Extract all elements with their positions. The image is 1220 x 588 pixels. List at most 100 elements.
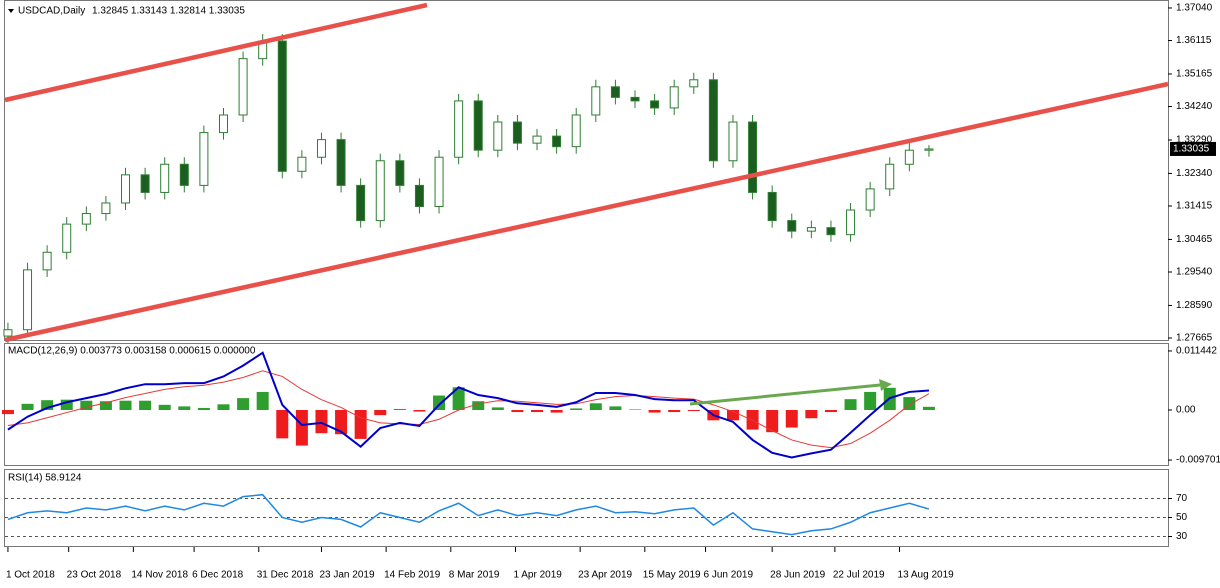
y-tick-label: 1.36115: [1176, 35, 1212, 46]
candle-body: [924, 148, 934, 151]
y-tick-label: 1.29540: [1176, 267, 1213, 278]
candle-body: [473, 100, 483, 151]
histogram-bar: [824, 409, 837, 413]
histogram-bar: [511, 409, 524, 413]
candle-body: [414, 184, 424, 208]
histogram-bar: [570, 408, 583, 410]
candle-body: [121, 174, 131, 204]
candle-body: [552, 135, 562, 148]
histogram-bar: [922, 406, 935, 410]
x-tick-label: 22 Jul 2019: [833, 570, 885, 581]
histogram-bar: [413, 409, 426, 412]
candle-body: [454, 100, 464, 158]
candle-body: [218, 114, 228, 134]
histogram-bar: [609, 406, 622, 410]
x-tick-label: 13 Aug 2019: [898, 570, 955, 581]
rsi-line: [7, 493, 930, 536]
trend-line: [4, 81, 1169, 343]
candle-body: [571, 114, 581, 148]
candle-body: [708, 79, 718, 162]
histogram-bar: [550, 409, 563, 413]
histogram-bar: [452, 387, 465, 410]
x-tick-label: 6 Dec 2018: [192, 570, 244, 581]
histogram-bar: [237, 398, 250, 410]
candle-body: [630, 96, 640, 102]
macd-panel: [4, 343, 1169, 466]
x-tick-label: 23 Oct 2018: [67, 570, 122, 581]
histogram-bar: [41, 400, 54, 410]
histogram-bar: [844, 399, 857, 410]
histogram-bar: [354, 409, 367, 439]
histogram-bar: [80, 400, 93, 410]
ohlc-values: 1.32845 1.33143 1.32814 1.33035: [92, 6, 245, 17]
histogram-bar: [668, 409, 681, 413]
candle-body: [532, 135, 542, 144]
candle-body: [336, 139, 346, 186]
x-tick-label: 14 Feb 2019: [384, 570, 441, 581]
candle-body: [885, 163, 895, 190]
candle-body: [650, 100, 660, 109]
trend-line: [4, 2, 428, 103]
candle-body: [375, 160, 385, 222]
candle-body: [787, 220, 797, 232]
histogram-bar: [805, 409, 818, 419]
y-tick-label: 1.27665: [1176, 333, 1213, 344]
histogram-bar: [726, 409, 739, 421]
histogram-bar: [472, 401, 485, 410]
marks: 1.37040 1.36115 1.35165 1.34240 1.33290 1.323…: [1, 3, 1220, 581]
main-panel: [4, 0, 1169, 341]
candle-body: [81, 213, 91, 225]
histogram-bar: [197, 407, 210, 410]
candle-body: [865, 188, 875, 211]
y-tick-label: 1.35165: [1176, 69, 1213, 80]
x-tick-label: 28 Jun 2019: [770, 570, 825, 581]
x-tick-label: 14 Nov 2018: [131, 570, 188, 581]
histogram-bar: [217, 404, 230, 410]
candle-body: [3, 329, 13, 337]
histogram-bar: [99, 401, 112, 410]
y-tick-label: 1.30465: [1176, 234, 1213, 245]
symbol-title: USDCAD,Daily: [18, 6, 85, 17]
histogram-bar: [491, 407, 504, 410]
histogram-bar: [1, 409, 14, 415]
candle-body: [591, 86, 601, 116]
histogram-bar: [256, 391, 269, 410]
candle-body: [748, 121, 758, 193]
histogram-bar: [139, 400, 152, 410]
candle-body: [140, 174, 150, 193]
arrow-head: [879, 379, 892, 391]
y-tick-label: 1.33290: [1176, 135, 1213, 146]
x-tick-label: 1 Oct 2018: [6, 570, 55, 581]
candle-body: [42, 251, 52, 271]
x-tick-label: 8 Mar 2019: [449, 570, 500, 581]
candle-body: [101, 202, 111, 215]
candle-body: [199, 132, 209, 186]
candle-body: [316, 139, 326, 158]
macd-title: MACD(12,26,9) 0.003773 0.003158 0.000615…: [8, 346, 256, 357]
x-tick-label: 23 Apr 2019: [578, 570, 632, 581]
candle-body: [297, 156, 307, 172]
y-tick-label: 70: [1176, 493, 1188, 504]
candle-body: [395, 160, 405, 186]
candle-body: [512, 121, 522, 144]
signal-line: [7, 370, 930, 449]
histogram-bar: [864, 391, 877, 410]
histogram-bar: [393, 408, 406, 410]
candle-body: [277, 40, 287, 172]
y-tick-label: 1.37040: [1176, 3, 1213, 14]
rsi-title: RSI(14) 58.9124: [8, 473, 82, 484]
candle-body: [356, 184, 366, 222]
histogram-bar: [60, 399, 73, 410]
histogram-bar: [315, 409, 328, 434]
histogram-bar: [374, 409, 387, 416]
histogram-bar: [178, 406, 191, 410]
histogram-bar: [295, 409, 308, 446]
histogram-bar: [433, 395, 446, 410]
candle-body: [728, 121, 738, 162]
y-tick-label: 1.32340: [1176, 168, 1213, 179]
x-tick-label: 31 Dec 2018: [257, 570, 314, 581]
x-tick-label: 23 Jan 2019: [319, 570, 374, 581]
y-tick-label: 50: [1176, 512, 1188, 523]
